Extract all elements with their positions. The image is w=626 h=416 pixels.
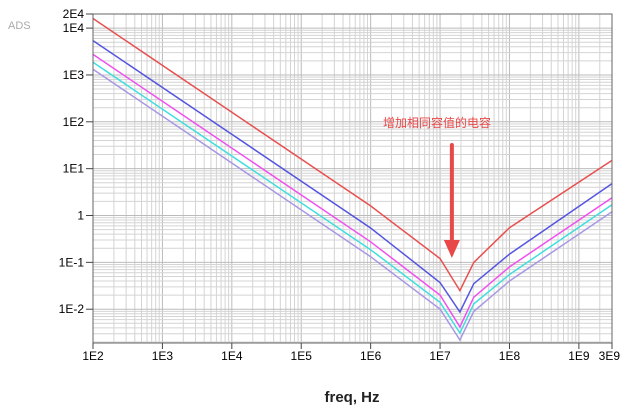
- y-tick-label: 1: [77, 209, 84, 223]
- series-group: [92, 17, 613, 342]
- series-line-5: [92, 68, 613, 342]
- x-tick-label: 1E3: [152, 349, 174, 363]
- y-tick-label: 1E-1: [59, 255, 85, 269]
- x-tick-label: 1E7: [429, 349, 451, 363]
- x-tick-label: 1E4: [221, 349, 243, 363]
- x-tick-label: 1E5: [291, 349, 313, 363]
- series-line-1: [92, 17, 613, 293]
- y-tick-label: 1E1: [63, 162, 85, 176]
- y-tick-label: 1E2: [63, 115, 85, 129]
- x-tick-label: 1E2: [82, 349, 104, 363]
- x-tick-label: 3E9: [599, 349, 621, 363]
- arrow-head-icon: [443, 240, 460, 258]
- x-tick-label: 1E8: [499, 349, 521, 363]
- series-line-3: [92, 53, 613, 329]
- series-line-4: [92, 61, 613, 335]
- grid: [92, 13, 613, 343]
- y-tick-label: 1E-2: [59, 302, 85, 316]
- series-line-2: [92, 39, 613, 314]
- x-tick-label: 1E9: [568, 349, 590, 363]
- ads-watermark: ADS: [8, 20, 31, 32]
- y-tick-label: 2E4: [63, 7, 85, 21]
- axes: 1E2 1E3 1E4 1E5 1E6 1E7 1E8 1E9 3E92E41E41E31E21…: [59, 7, 621, 363]
- plot-frame: [92, 13, 613, 344]
- y-tick-label: 1E3: [63, 68, 85, 82]
- y-tick-label: 1E4: [63, 21, 85, 35]
- annotation-text: 增加相同容值的电容: [383, 115, 491, 130]
- x-axis-label: freq, Hz: [324, 389, 379, 406]
- x-tick-label: 1E6: [360, 349, 382, 363]
- annotation: 增加相同容值的电容: [383, 115, 491, 258]
